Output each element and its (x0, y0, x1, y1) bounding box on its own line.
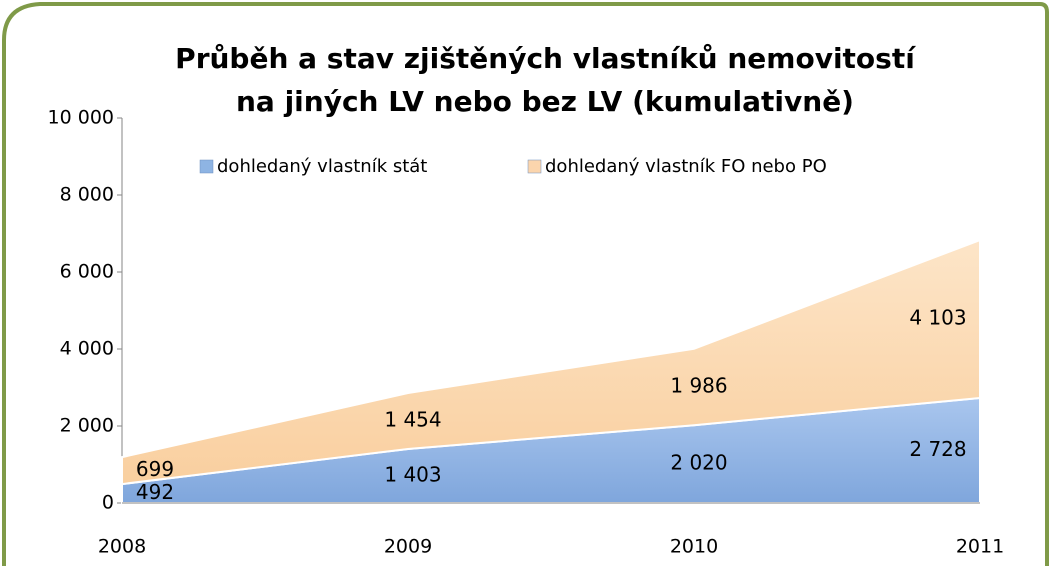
data-label: 1 986 (670, 373, 727, 397)
data-label: 492 (136, 480, 174, 504)
x-tick-label: 2008 (98, 536, 146, 558)
y-tick-label: 2 000 (60, 415, 114, 437)
data-label: 2 728 (909, 437, 966, 461)
y-tick-label: 6 000 (60, 261, 114, 283)
y-tick-label: 0 (102, 492, 114, 514)
x-tick-label: 2010 (670, 536, 718, 558)
data-label: 1 403 (384, 462, 441, 486)
y-tick-label: 8 000 (60, 184, 114, 206)
data-label: 1 454 (384, 407, 441, 431)
x-tick-label: 2009 (384, 536, 432, 558)
legend-marker (199, 159, 214, 174)
area (121, 238, 981, 486)
legend-label: dohledaný vlastník stát (217, 156, 427, 177)
legend-marker (527, 159, 542, 174)
chart-title: na jiných LV nebo bez LV (kumulativně) (236, 85, 854, 118)
legend-label: dohledaný vlastník FO nebo PO (545, 156, 827, 177)
data-label: 699 (136, 457, 174, 481)
x-tick-label: 2011 (956, 536, 1004, 558)
data-label: 2 020 (670, 451, 727, 475)
y-tick-label: 4 000 (60, 338, 114, 360)
data-label: 4 103 (909, 305, 966, 329)
y-tick-label: 10 000 (48, 107, 114, 129)
chart-title: Průběh a stav zjištěných vlastníků nemov… (175, 42, 916, 75)
